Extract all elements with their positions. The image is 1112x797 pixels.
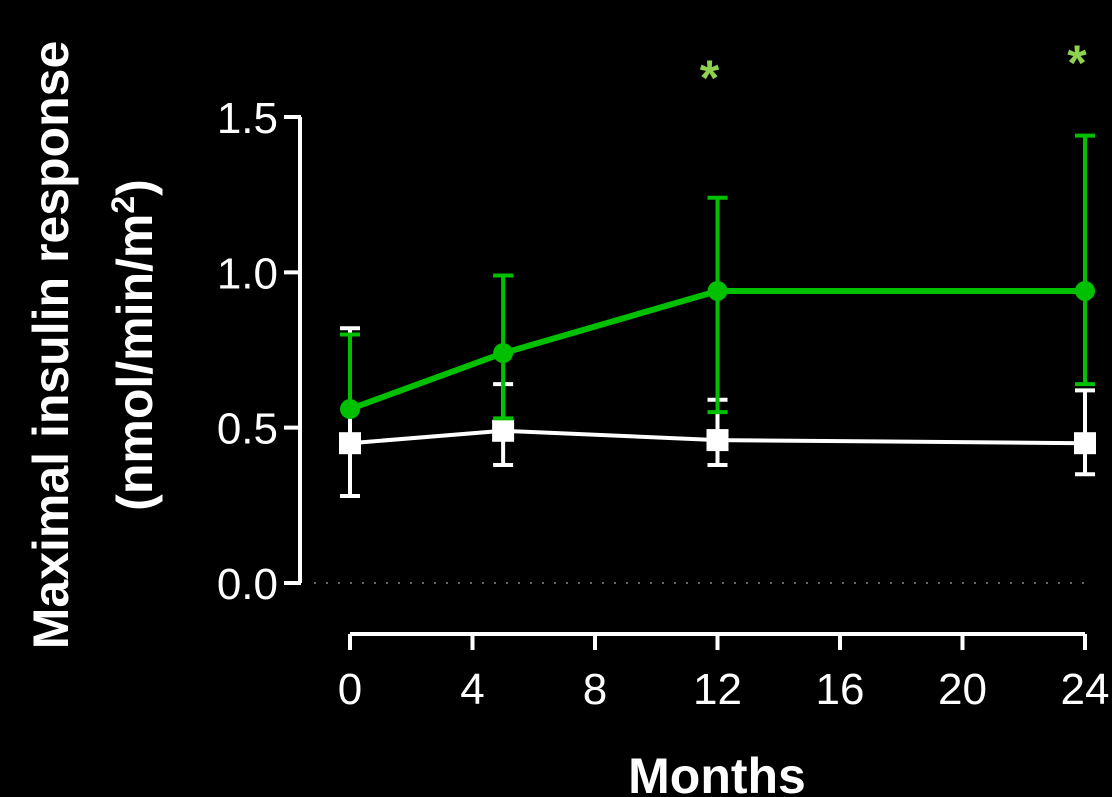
significance-marker: * (1067, 35, 1087, 91)
data-point (339, 432, 361, 455)
series-line (349, 428, 1086, 446)
y-axis-title-line1: Maximal insulin response (23, 41, 79, 650)
y-axis-title: Maximal insulin response (23, 41, 79, 650)
y-axis-unit-superscript: 2 (105, 196, 141, 214)
y-axis-unit-suffix: ) (107, 179, 163, 196)
y-tick-label: 1.5 (217, 94, 278, 143)
data-point (1074, 432, 1096, 455)
x-axis-title: Months (628, 748, 806, 797)
series-layer (339, 133, 1096, 499)
y-axis-title-line2: (nmol/min/m2) (105, 179, 163, 511)
y-tick-label: 1.0 (217, 249, 278, 298)
x-tick-label: 24 (1061, 665, 1110, 714)
x-tick-label: 16 (816, 665, 865, 714)
data-point (706, 429, 729, 452)
data-point (707, 280, 728, 301)
axes: 0.0 0.5 1.0 1.5 0 4 8 12 16 20 24 (217, 94, 1110, 714)
series-line (348, 287, 1085, 412)
data-point (493, 343, 514, 364)
x-tick-label: 8 (583, 665, 607, 714)
data-point (492, 419, 515, 442)
x-tick-label: 20 (938, 665, 987, 714)
y-tick-label: 0.0 (217, 560, 278, 609)
significance-marker: * (700, 50, 720, 106)
x-tick-label: 4 (460, 665, 484, 714)
x-tick-label: 0 (338, 665, 362, 714)
data-point (340, 399, 360, 420)
annotation-layer: * * (700, 35, 1088, 106)
x-tick-label: 12 (693, 665, 742, 714)
series-green (340, 133, 1095, 421)
y-tick-label: 0.5 (217, 405, 278, 454)
y-axis-unit-prefix: (nmol/min/m (107, 214, 163, 511)
data-point (1075, 280, 1095, 301)
y-axis-title-units: (nmol/min/m2) (105, 179, 163, 511)
